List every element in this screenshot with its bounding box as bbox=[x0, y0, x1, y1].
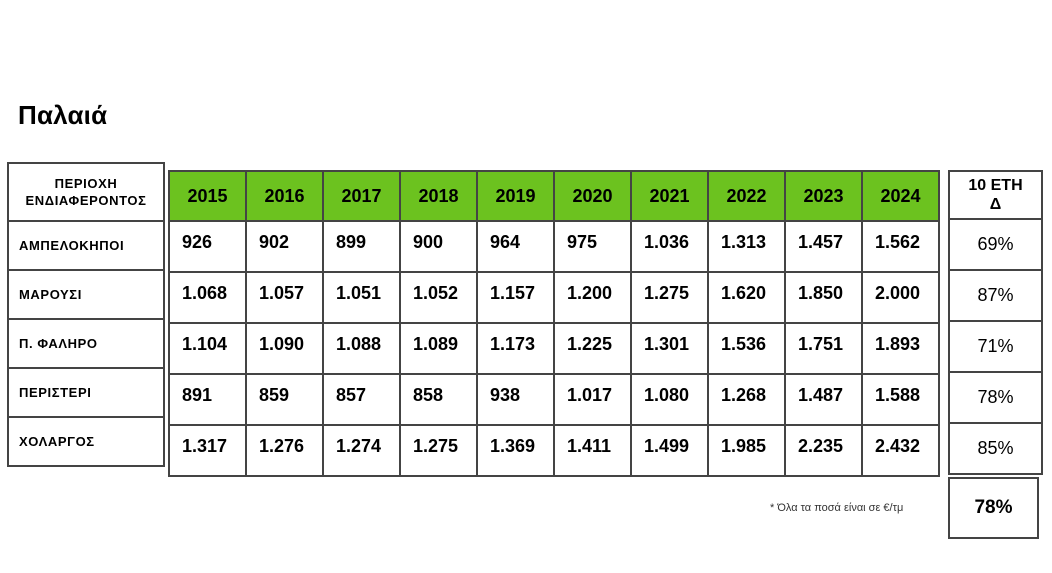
price-cell: 1.090 bbox=[245, 322, 324, 375]
price-cell: 859 bbox=[245, 373, 324, 426]
price-cell: 1.536 bbox=[707, 322, 786, 375]
price-cell: 964 bbox=[476, 220, 555, 273]
change-header-line1: 10 ΕΤΗ bbox=[968, 177, 1023, 194]
year-header: 2021 bbox=[630, 170, 709, 222]
region-header-line2: ΕΝΔΙΑΦΕΡΟΝΤΟΣ bbox=[25, 193, 147, 208]
price-cell: 1.052 bbox=[399, 271, 478, 324]
price-cell: 1.588 bbox=[861, 373, 940, 426]
change-cell: 71% bbox=[950, 322, 1041, 373]
price-cell: 891 bbox=[168, 373, 247, 426]
table-row: 1.068 1.057 1.051 1.052 1.157 1.200 1.27… bbox=[168, 271, 940, 324]
price-cell: 900 bbox=[399, 220, 478, 273]
page-title: Παλαιά bbox=[18, 100, 108, 130]
price-cell: 1.268 bbox=[707, 373, 786, 426]
change-cell: 87% bbox=[950, 271, 1041, 322]
price-cell: 1.313 bbox=[707, 220, 786, 273]
price-cell: 1.275 bbox=[630, 271, 709, 324]
change-column: 10 ΕΤΗ Δ 69% 87% 71% 78% 85% bbox=[948, 170, 1043, 475]
price-cell: 1.487 bbox=[784, 373, 863, 426]
footnote: * Όλα τα ποσά είναι σε €/τμ bbox=[770, 502, 904, 514]
year-header: 2022 bbox=[707, 170, 786, 222]
price-cell: 1.620 bbox=[707, 271, 786, 324]
price-cell: 1.157 bbox=[476, 271, 555, 324]
table-row: 926 902 899 900 964 975 1.036 1.313 1.45… bbox=[168, 220, 940, 273]
price-cell: 1.051 bbox=[322, 271, 401, 324]
price-cell: 938 bbox=[476, 373, 555, 426]
table-row: 891 859 857 858 938 1.017 1.080 1.268 1.… bbox=[168, 373, 940, 426]
year-header: 2023 bbox=[784, 170, 863, 222]
year-header: 2020 bbox=[553, 170, 632, 222]
change-cell: 85% bbox=[950, 424, 1041, 475]
price-cell: 1.173 bbox=[476, 322, 555, 375]
price-cell: 1.088 bbox=[322, 322, 401, 375]
year-header-row: 2015 2016 2017 2018 2019 2020 2021 2022 … bbox=[168, 170, 940, 222]
table-row: 1.317 1.276 1.274 1.275 1.369 1.411 1.49… bbox=[168, 424, 940, 477]
price-cell: 1.301 bbox=[630, 322, 709, 375]
price-cell: 1.068 bbox=[168, 271, 247, 324]
year-header: 2019 bbox=[476, 170, 555, 222]
price-cell: 1.200 bbox=[553, 271, 632, 324]
price-cell: 1.104 bbox=[168, 322, 247, 375]
price-cell: 1.036 bbox=[630, 220, 709, 273]
price-cell: 1.850 bbox=[784, 271, 863, 324]
price-cell: 1.317 bbox=[168, 424, 247, 477]
year-header: 2016 bbox=[245, 170, 324, 222]
year-header: 2018 bbox=[399, 170, 478, 222]
region-column: ΠΕΡΙΟΧΗ ΕΝΔΙΑΦΕΡΟΝΤΟΣ ΑΜΠΕΛΟΚΗΠΟΙ ΜΑΡΟΥΣ… bbox=[7, 162, 165, 467]
price-cell: 1.276 bbox=[245, 424, 324, 477]
price-cell: 902 bbox=[245, 220, 324, 273]
price-cell: 1.080 bbox=[630, 373, 709, 426]
region-name: ΑΜΠΕΛΟΚΗΠΟΙ bbox=[9, 222, 163, 271]
price-cell: 858 bbox=[399, 373, 478, 426]
price-cell: 1.089 bbox=[399, 322, 478, 375]
price-table: 2015 2016 2017 2018 2019 2020 2021 2022 … bbox=[168, 170, 940, 477]
region-name: ΠΕΡΙΣΤΕΡΙ bbox=[9, 369, 163, 418]
change-header: 10 ΕΤΗ Δ bbox=[950, 170, 1041, 220]
year-header: 2017 bbox=[322, 170, 401, 222]
price-cell: 1.562 bbox=[861, 220, 940, 273]
change-cell: 69% bbox=[950, 220, 1041, 271]
change-cell: 78% bbox=[950, 373, 1041, 424]
price-cell: 2.432 bbox=[861, 424, 940, 477]
region-name: ΧΟΛΑΡΓΟΣ bbox=[9, 418, 163, 467]
price-cell: 1.275 bbox=[399, 424, 478, 477]
price-cell: 1.499 bbox=[630, 424, 709, 477]
price-cell: 1.985 bbox=[707, 424, 786, 477]
region-header: ΠΕΡΙΟΧΗ ΕΝΔΙΑΦΕΡΟΝΤΟΣ bbox=[9, 162, 163, 222]
price-cell: 926 bbox=[168, 220, 247, 273]
region-name: Π. ΦΑΛΗΡΟ bbox=[9, 320, 163, 369]
price-cell: 1.225 bbox=[553, 322, 632, 375]
price-cell: 899 bbox=[322, 220, 401, 273]
price-cell: 975 bbox=[553, 220, 632, 273]
region-header-line1: ΠΕΡΙΟΧΗ bbox=[54, 176, 118, 191]
region-name: ΜΑΡΟΥΣΙ bbox=[9, 271, 163, 320]
change-header-line2: Δ bbox=[989, 196, 1002, 213]
price-cell: 1.457 bbox=[784, 220, 863, 273]
price-cell: 857 bbox=[322, 373, 401, 426]
price-cell: 1.893 bbox=[861, 322, 940, 375]
table-row: 1.104 1.090 1.088 1.089 1.173 1.225 1.30… bbox=[168, 322, 940, 375]
price-cell: 1.017 bbox=[553, 373, 632, 426]
price-cell: 1.057 bbox=[245, 271, 324, 324]
price-cell: 1.369 bbox=[476, 424, 555, 477]
price-cell: 2.000 bbox=[861, 271, 940, 324]
price-cell: 1.751 bbox=[784, 322, 863, 375]
average-change-cell: 78% bbox=[948, 477, 1039, 539]
price-cell: 2.235 bbox=[784, 424, 863, 477]
year-header: 2024 bbox=[861, 170, 940, 222]
price-cell: 1.411 bbox=[553, 424, 632, 477]
price-cell: 1.274 bbox=[322, 424, 401, 477]
year-header: 2015 bbox=[168, 170, 247, 222]
